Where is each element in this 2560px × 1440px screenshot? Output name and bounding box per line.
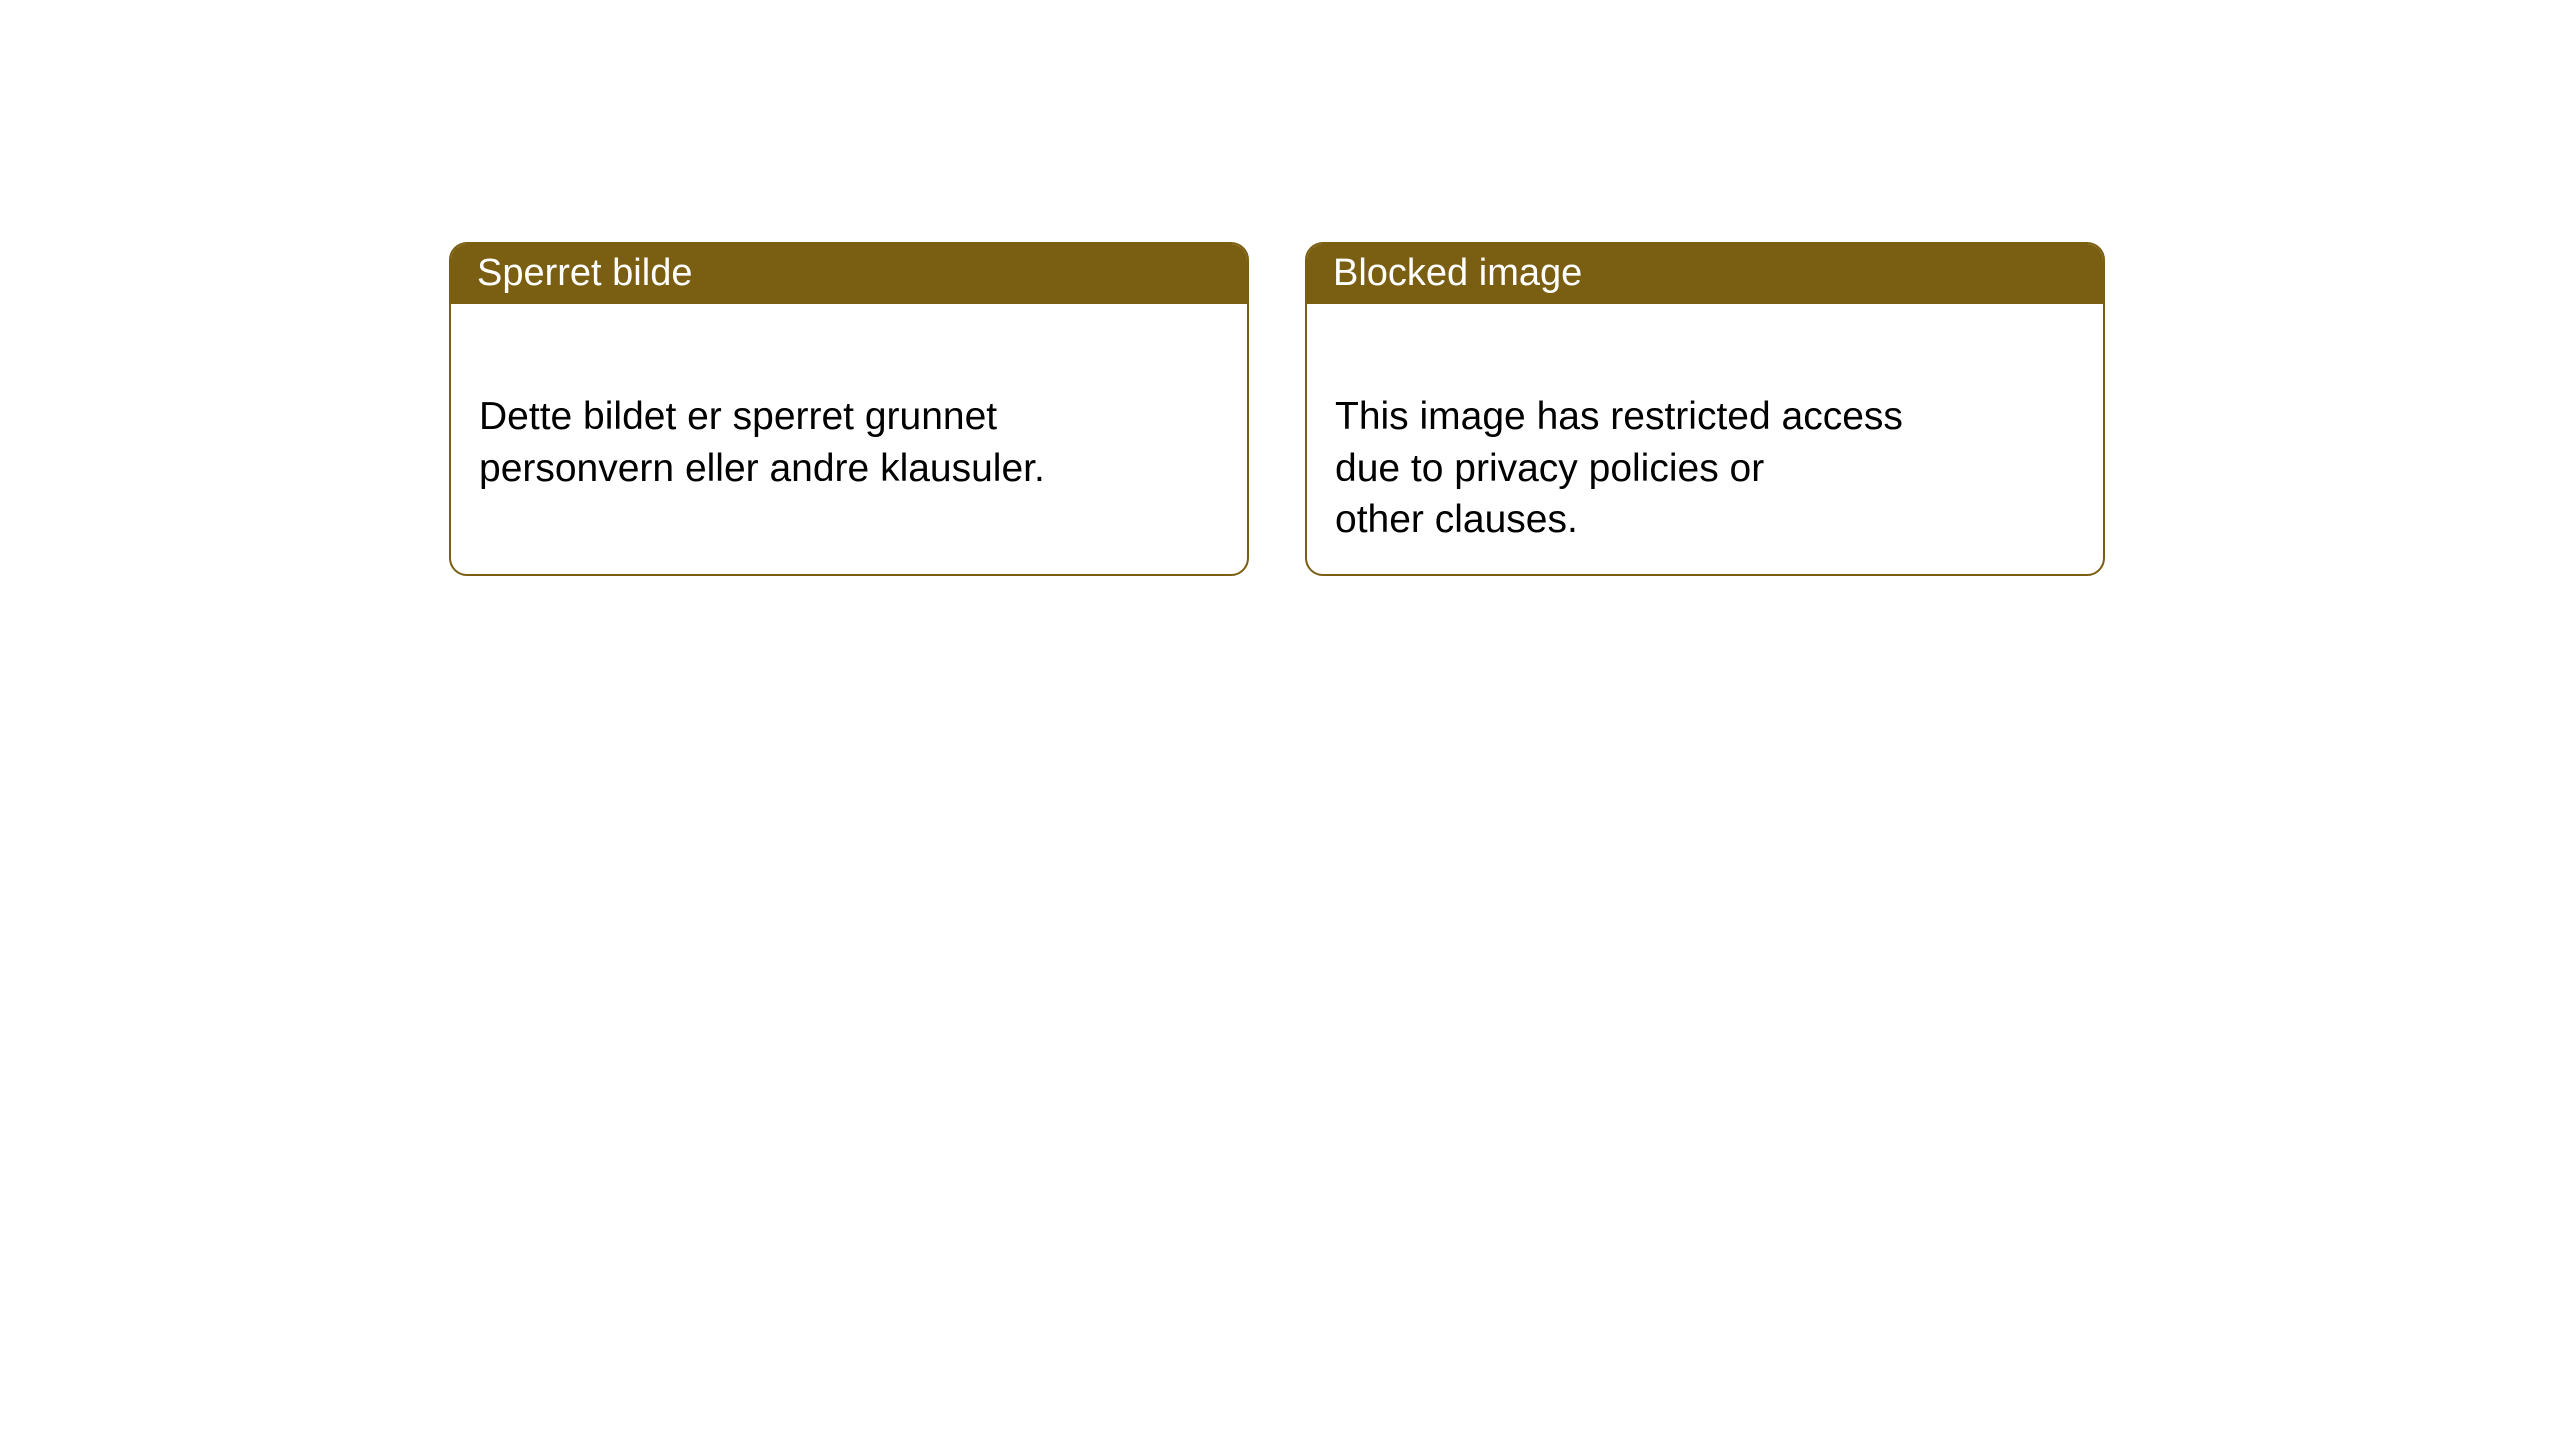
card-header: Sperret bilde xyxy=(451,244,1247,304)
card-body: Dette bildet er sperret grunnet personve… xyxy=(451,304,1247,530)
cards-container: Sperret bilde Dette bildet er sperret gr… xyxy=(449,242,2105,576)
card-header-text: Sperret bilde xyxy=(477,252,692,295)
card-body: This image has restricted access due to … xyxy=(1307,304,2103,576)
card-header-text: Blocked image xyxy=(1333,252,1582,295)
card-header: Blocked image xyxy=(1307,244,2103,304)
card-body-text: This image has restricted access due to … xyxy=(1335,395,1903,541)
blocked-image-card-english: Blocked image This image has restricted … xyxy=(1305,242,2105,576)
card-body-text: Dette bildet er sperret grunnet personve… xyxy=(479,395,1045,489)
blocked-image-card-norwegian: Sperret bilde Dette bildet er sperret gr… xyxy=(449,242,1249,576)
